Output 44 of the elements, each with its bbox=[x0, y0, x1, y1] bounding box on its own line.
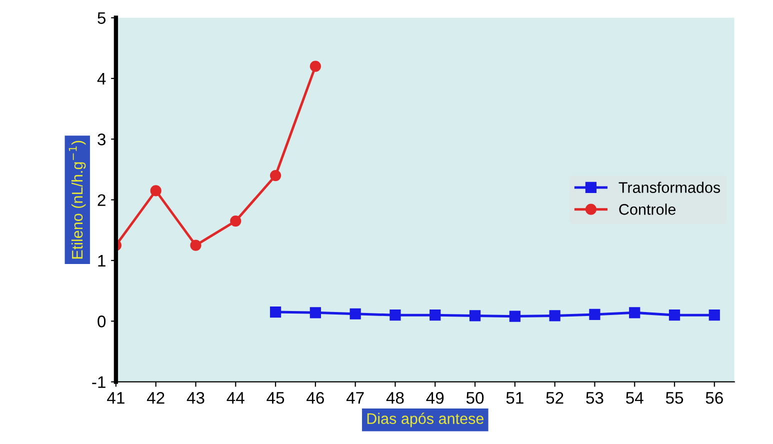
point bbox=[270, 306, 282, 318]
point bbox=[509, 310, 520, 322]
legend-label: Controle bbox=[619, 204, 676, 215]
x-tick-label: 48 bbox=[386, 392, 404, 404]
x-tick-label: 53 bbox=[586, 392, 604, 404]
x-tick-label: 42 bbox=[146, 392, 164, 404]
x-tick-label: 55 bbox=[666, 392, 684, 404]
point bbox=[589, 308, 600, 320]
x-axis-title: Dias após antese bbox=[367, 412, 484, 428]
point bbox=[230, 215, 242, 227]
y-tick-label: 0 bbox=[98, 316, 106, 328]
y-axis-title: Etileno (nL/h.g$^{−1}$) bbox=[68, 140, 86, 259]
y-tick-label: 3 bbox=[98, 134, 106, 146]
x-tick-label: 43 bbox=[186, 392, 204, 404]
point bbox=[708, 310, 720, 321]
point bbox=[350, 308, 361, 320]
y-tick-label: 1 bbox=[98, 255, 106, 267]
point bbox=[629, 307, 640, 318]
point bbox=[150, 185, 162, 196]
x-tick-label: 51 bbox=[506, 392, 524, 404]
y-tick-label: 2 bbox=[98, 194, 106, 206]
y-tick-label: 4 bbox=[97, 73, 106, 84]
x-tick-label: 49 bbox=[426, 392, 444, 404]
point bbox=[390, 310, 401, 321]
x-tick-label: 45 bbox=[266, 392, 284, 404]
x-tick-label: 44 bbox=[226, 392, 244, 404]
y-tick-label: 5 bbox=[98, 12, 106, 24]
x-tick-label: 46 bbox=[306, 392, 324, 404]
point bbox=[549, 310, 560, 322]
point bbox=[430, 310, 441, 321]
point bbox=[469, 310, 481, 322]
point bbox=[270, 170, 282, 182]
x-tick-label: 41 bbox=[107, 392, 124, 404]
x-tick-label: 54 bbox=[626, 392, 644, 404]
x-tick-label: 56 bbox=[706, 392, 723, 404]
point bbox=[310, 60, 321, 72]
point bbox=[190, 240, 202, 251]
x-tick-label: 52 bbox=[546, 392, 564, 404]
x-tick-label: 47 bbox=[346, 392, 364, 404]
y-tick-label: -1 bbox=[92, 376, 106, 388]
point bbox=[310, 307, 321, 318]
legend-label: Transformados bbox=[618, 182, 720, 193]
point bbox=[668, 310, 680, 321]
x-tick-label: 50 bbox=[466, 392, 484, 404]
